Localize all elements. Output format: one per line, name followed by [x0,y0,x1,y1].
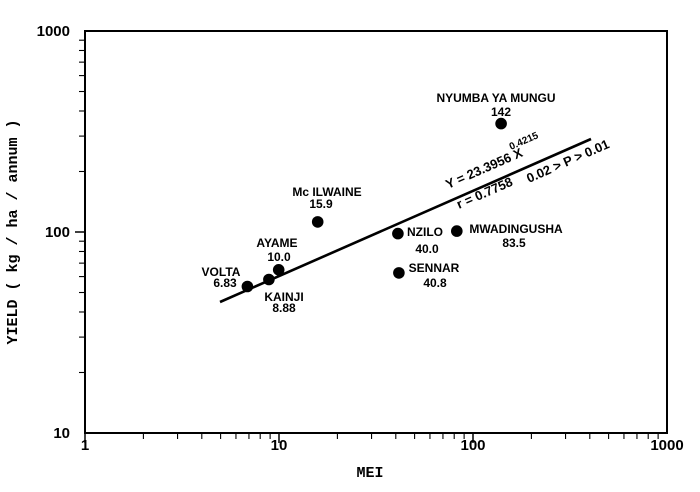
svg-text:40.8: 40.8 [423,276,447,290]
svg-text:142: 142 [491,105,511,119]
svg-text:6.83: 6.83 [213,276,237,290]
svg-text:100: 100 [45,224,70,241]
svg-text:83.5: 83.5 [502,236,526,250]
svg-text:MEI: MEI [356,465,383,482]
svg-text:10: 10 [271,437,288,454]
svg-text:1000: 1000 [37,23,70,40]
svg-text:1000: 1000 [650,437,683,454]
svg-text:10: 10 [53,425,70,442]
svg-text:MWADINGUSHA: MWADINGUSHA [469,222,563,236]
svg-text:NZILO: NZILO [407,225,443,239]
svg-text:SENNAR: SENNAR [409,261,460,275]
svg-text:1: 1 [81,437,89,454]
svg-text:15.9: 15.9 [309,197,333,211]
svg-text:AYAME: AYAME [256,236,297,250]
svg-text:0.4215: 0.4215 [508,130,541,153]
svg-text:NYUMBA YA MUNGU: NYUMBA YA MUNGU [436,91,555,105]
svg-text:8.88: 8.88 [272,301,296,315]
svg-text:YIELD ( kg / ha / annum ): YIELD ( kg / ha / annum ) [5,119,22,344]
svg-text:100: 100 [460,437,485,454]
svg-text:10.0: 10.0 [267,250,291,264]
svg-text:40.0: 40.0 [415,242,439,256]
svg-text:0.02 > P > 0.01: 0.02 > P > 0.01 [524,136,611,185]
